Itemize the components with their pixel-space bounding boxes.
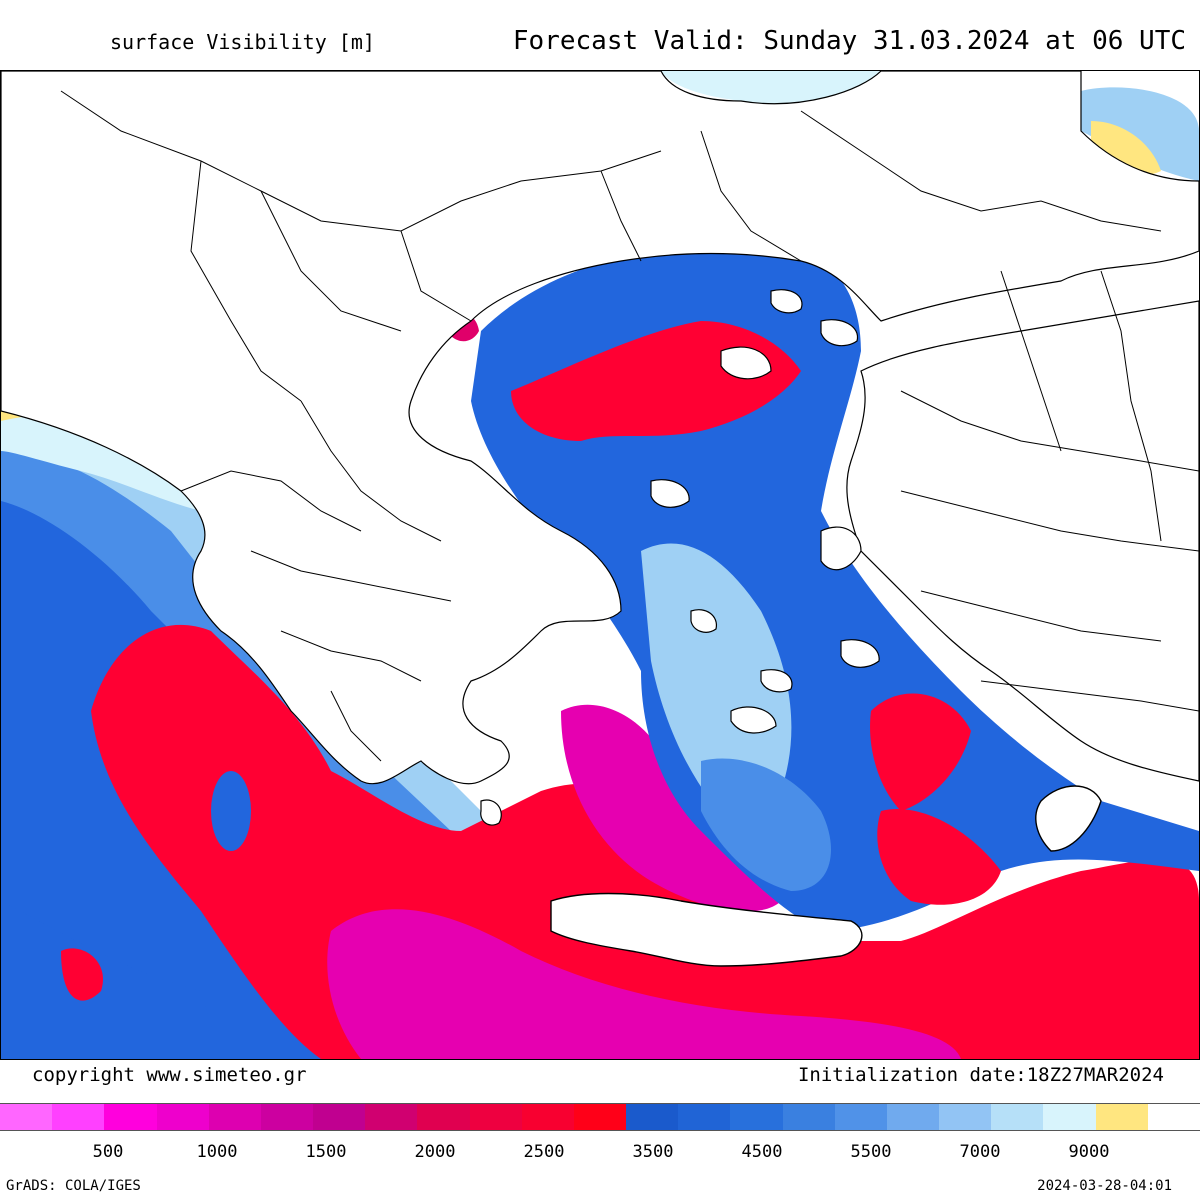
magenta-very-low-vis [327, 909, 961, 1059]
island-crete [550, 892, 863, 967]
legend-swatch [521, 1104, 574, 1130]
legend-swatch [52, 1104, 105, 1130]
visibility-map [1, 71, 1199, 1059]
copyright-text: copyright www.simeteo.gr [32, 1064, 307, 1086]
land-balkans-greece [1, 71, 1199, 785]
yellow-near-clear-northeast [1081, 87, 1199, 181]
tick-label: 3500 [632, 1142, 674, 1162]
map-panel [0, 70, 1200, 1060]
legend-swatch [1043, 1104, 1096, 1130]
tick-label: 1500 [305, 1142, 347, 1162]
legend-swatch [626, 1104, 679, 1130]
render-timestamp: 2024-03-28-04:01 [1037, 1178, 1172, 1194]
island-rhodes [1035, 785, 1102, 852]
legend-swatch [156, 1104, 209, 1130]
tick-label: 4500 [741, 1142, 783, 1162]
legend-swatch [886, 1104, 940, 1130]
legend-swatch [991, 1104, 1044, 1130]
legend-swatch [0, 1104, 53, 1130]
legend-swatch [417, 1104, 470, 1130]
tick-label: 2000 [414, 1142, 456, 1162]
legend-swatch [469, 1104, 522, 1130]
initialization-date: Initialization date:18Z27MAR2024 [797, 1064, 1164, 1086]
legend-swatch [208, 1104, 261, 1130]
legend-swatch [104, 1104, 157, 1130]
legend-swatch [939, 1104, 992, 1130]
legend-swatch [260, 1104, 314, 1130]
tick-label: 1000 [196, 1142, 238, 1162]
legend-swatch [834, 1104, 887, 1130]
tick-label: 500 [92, 1142, 124, 1162]
legend-swatch [782, 1104, 835, 1130]
tick-label: 9000 [1068, 1142, 1110, 1162]
country-borders [60, 90, 1199, 762]
legend-colorbar [0, 1103, 1200, 1131]
legend-swatch [365, 1104, 418, 1130]
title-forecast-valid: Forecast Valid: Sunday 31.03.2024 at 06 … [512, 26, 1186, 56]
grads-credit: GrADS: COLA/IGES [6, 1178, 141, 1194]
legend-swatch [1147, 1104, 1200, 1130]
legend-swatch [678, 1104, 731, 1130]
tick-label: 7000 [959, 1142, 1001, 1162]
legend-ticks: 500 1000 1500 2000 2500 3500 4500 5500 7… [0, 1142, 1200, 1166]
tick-label: 5500 [850, 1142, 892, 1162]
title-variable: surface Visibility [m] [110, 30, 375, 54]
legend-swatch [730, 1104, 783, 1130]
legend-swatch [573, 1104, 627, 1130]
tick-label: 2500 [523, 1142, 565, 1162]
legend-swatch [313, 1104, 366, 1130]
land-turkey [846, 300, 1199, 782]
legend-swatch [1095, 1104, 1148, 1130]
